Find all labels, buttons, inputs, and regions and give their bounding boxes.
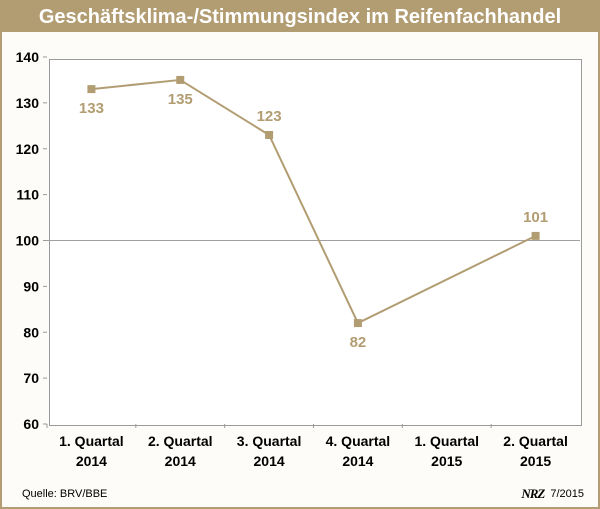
x-tick-label-year: 2015 — [431, 453, 462, 469]
y-tick-label: 100 — [16, 233, 40, 249]
x-tick-label-year: 2014 — [254, 453, 285, 469]
x-tick-label: 3. Quartal — [237, 433, 302, 449]
series-line-segment — [357, 235, 537, 324]
data-point — [87, 85, 96, 94]
x-tick-label: 1. Quartal — [414, 433, 479, 449]
plot-area — [49, 59, 582, 426]
y-tick-label: 140 — [16, 49, 40, 65]
data-point — [176, 75, 185, 84]
footer-credit: NRZ 7/2015 — [521, 486, 584, 502]
data-point — [531, 231, 540, 240]
publication-date: 7/2015 — [550, 488, 584, 500]
series-line-segment — [179, 79, 270, 136]
x-tick-label-year: 2014 — [165, 453, 196, 469]
y-tick-label: 130 — [16, 95, 40, 111]
x-tick-label-year: 2015 — [520, 453, 551, 469]
data-point — [353, 319, 362, 328]
chart-title: Geschäftsklima-/Stimmungsindex im Reifen… — [2, 2, 598, 32]
x-tick-label-year: 2014 — [76, 453, 107, 469]
publisher-logo: NRZ — [521, 486, 545, 501]
y-tick-label: 110 — [16, 187, 39, 203]
y-tick-label: 70 — [23, 370, 39, 386]
x-tick-label-year: 2014 — [342, 453, 373, 469]
y-tick-label: 80 — [23, 324, 39, 340]
y-tick-label: 90 — [23, 278, 39, 294]
x-tick-label: 1. Quartal — [59, 433, 124, 449]
data-label: 123 — [257, 108, 282, 125]
series-line-segment — [268, 134, 359, 324]
data-point — [265, 130, 274, 139]
y-tick-label: 60 — [23, 416, 39, 432]
x-tick-label: 2. Quartal — [503, 433, 568, 449]
source-note: Quelle: BRV/BBE — [22, 488, 108, 500]
series-line-segment — [91, 78, 181, 91]
x-tick-label: 4. Quartal — [326, 433, 391, 449]
data-label: 133 — [79, 100, 104, 117]
x-tick-label: 2. Quartal — [148, 433, 213, 449]
data-label: 101 — [523, 209, 548, 226]
data-label: 82 — [350, 334, 367, 351]
y-tick-label: 120 — [16, 141, 40, 157]
data-label: 135 — [168, 91, 193, 108]
